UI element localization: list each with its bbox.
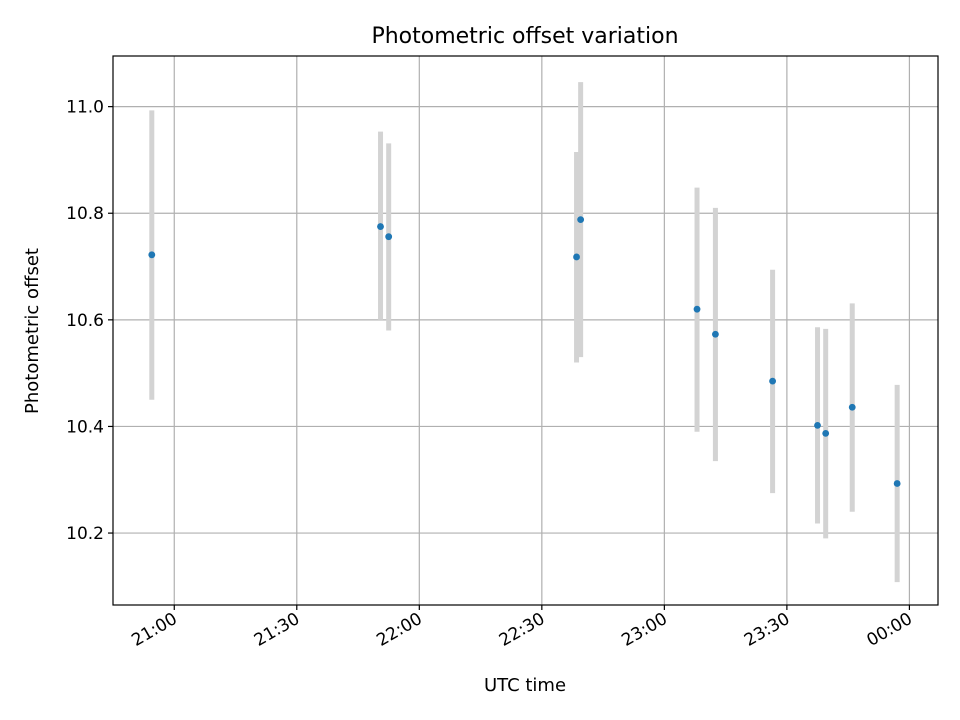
data-point <box>577 216 585 224</box>
data-point <box>848 403 856 411</box>
x-tick-label: 21:30 <box>251 609 303 651</box>
x-tick-label: 00:00 <box>863 609 915 651</box>
data-point <box>385 233 393 241</box>
data-point <box>893 480 901 487</box>
y-tick-label: 10.4 <box>66 417 104 437</box>
data-point <box>822 429 830 437</box>
x-tick-label: 22:30 <box>496 609 548 651</box>
y-tick-label: 11.0 <box>66 98 104 118</box>
plot-frame <box>112 55 939 606</box>
data-point <box>693 305 701 313</box>
y-tick-label: 10.2 <box>66 524 104 544</box>
x-tick-label: 23:30 <box>741 609 793 651</box>
x-axis: 21:00 21:30 22:00 22:30 23:00 23:30 00:00 <box>128 605 916 651</box>
y-axis: 10.2 10.4 10.6 10.8 11.0 <box>66 98 113 544</box>
y-tick-label: 10.8 <box>66 204 104 224</box>
x-tick-label: 21:00 <box>128 609 180 651</box>
data-point <box>573 253 580 261</box>
chart-title: Photometric offset variation <box>371 24 678 49</box>
data-points <box>148 216 901 487</box>
data-point <box>769 377 776 385</box>
y-tick-label: 10.6 <box>66 311 104 331</box>
error-bars <box>149 82 900 583</box>
x-tick-label: 23:00 <box>618 609 670 651</box>
x-axis-label: UTC time <box>484 675 566 696</box>
data-point <box>377 223 384 230</box>
data-point <box>148 251 156 259</box>
grid <box>113 56 938 605</box>
y-axis-label: Photometric offset <box>22 248 43 414</box>
x-tick-label: 22:00 <box>373 609 425 651</box>
data-point <box>712 330 719 338</box>
data-point <box>814 421 821 429</box>
